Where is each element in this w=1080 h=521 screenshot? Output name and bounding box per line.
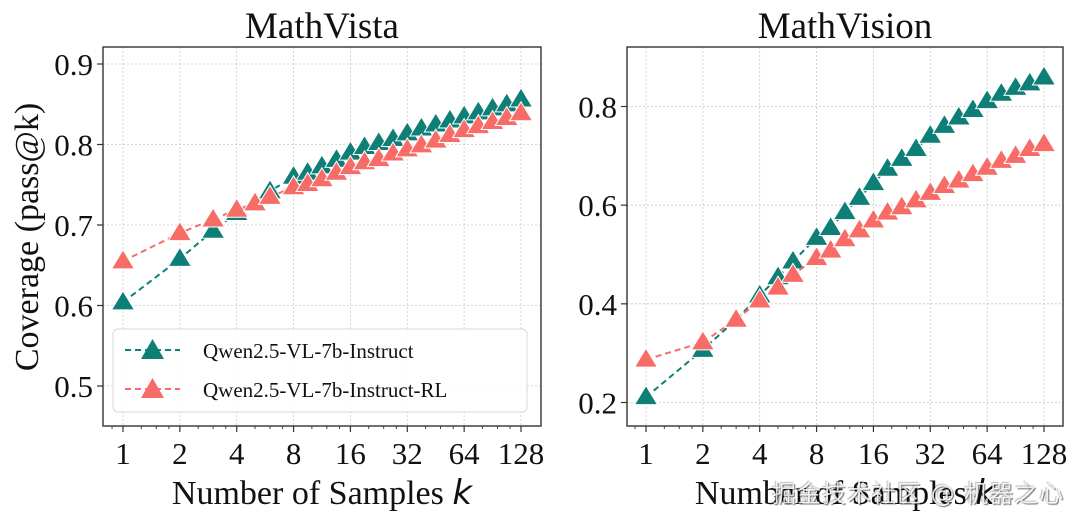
- mathvision-y-tick-label: 0.6: [578, 188, 617, 223]
- mathvision-data-point: [861, 170, 886, 192]
- mathvista-data-point: [200, 218, 226, 239]
- mathvision-x-tick-label: 128: [1021, 436, 1068, 471]
- mathvision-title: MathVision: [758, 6, 933, 47]
- mathvision-data-point: [780, 262, 806, 283]
- mathvision-y-tick-label: 0.4: [578, 287, 617, 322]
- mathvista-data-point: [257, 184, 283, 205]
- mathvision-data-point: [903, 136, 929, 158]
- legend-label-instruct: Qwen2.5-VL-7b-Instruct: [203, 339, 414, 363]
- mathvista-x-tick-label: 2: [172, 436, 188, 471]
- mathvista-y-tick-label: 0.5: [54, 369, 93, 404]
- mathvista-y-tick-label: 0.8: [54, 128, 93, 163]
- mathvision-x-tick-label: 16: [858, 436, 889, 471]
- x-label-var: k: [975, 473, 996, 513]
- mathvision-axes-frame: [626, 46, 1064, 427]
- mathvision-x-tick-label: 32: [915, 436, 946, 471]
- y-axis-label: Coverage (pass@k): [9, 103, 46, 371]
- mathvista-y-tick-label: 0.7: [54, 208, 93, 243]
- mathvision-x-tick-label: 4: [752, 436, 768, 471]
- mathvista-panel: MathVista 1 2 4 8 16 32 64 128 0.5 0.6 0.7 0.8 0.9 N…: [9, 6, 544, 513]
- watermark: 掘金技术社区 @ 机器之心: [772, 480, 1065, 508]
- mathvista-axes-frame: [102, 46, 542, 427]
- mathvista-y-tick-label: 0.6: [54, 289, 93, 324]
- mathvista-title: MathVista: [245, 6, 399, 47]
- mathvista-x-tick-label: 8: [286, 436, 302, 471]
- mathvista-x-axis-label: Number of Samples k: [172, 473, 473, 513]
- mathvision-y-tick-label: 0.2: [578, 386, 617, 421]
- x-label-var: k: [452, 473, 473, 513]
- mathvista-data-point: [508, 100, 534, 122]
- mathvision-x-axis-label: Number of Samples k: [695, 473, 996, 513]
- mathvision-y-tick-label: 0.8: [578, 90, 617, 125]
- mathvision-x-tick-label: 64: [972, 436, 1004, 471]
- mathvision-series-line: [645, 143, 1045, 361]
- mathvista-data-point: [167, 246, 193, 267]
- mathvision-data-point: [690, 329, 716, 351]
- legend-label-instruct-rl: Qwen2.5-VL-7b-Instruct-RL: [203, 378, 447, 402]
- mathvista-y-tick-label: 0.9: [54, 47, 93, 82]
- mathvista-ticks: 1 2 4 8 16 32 64 128 0.5 0.6 0.7 0.8 0.9: [54, 47, 544, 471]
- mathvista-data-point: [224, 197, 250, 218]
- mathvision-series: [633, 65, 1057, 406]
- mathvision-panel: MathVision 1 2 4 8 16 32 64 128 0.2 0.4 0.6 0.8 Num…: [578, 6, 1067, 513]
- mathvista-x-tick-label: 32: [392, 436, 423, 471]
- mathvision-ticks: 1 2 4 8 16 32 64 128 0.2 0.4 0.6 0.8: [578, 90, 1067, 472]
- mathvista-x-tick-label: 128: [498, 436, 545, 471]
- mathvision-data-point: [818, 215, 844, 236]
- legend: Qwen2.5-VL-7b-Instruct Qwen2.5-VL-7b-Ins…: [112, 328, 528, 413]
- mathvision-x-tick-label: 1: [638, 436, 654, 471]
- mathvision-data-point: [633, 347, 659, 368]
- mathvista-series-instruct-rl: [110, 100, 534, 270]
- mathvista-data-point: [200, 206, 226, 228]
- mathvision-data-point: [1031, 131, 1057, 153]
- mathvision-data-point: [818, 238, 844, 259]
- mathvista-x-tick-label: 16: [335, 436, 366, 471]
- mathvision-data-point: [633, 384, 659, 406]
- mathvista-data-point: [167, 220, 193, 242]
- legend-box: [112, 328, 528, 413]
- legend-item-instruct: Qwen2.5-VL-7b-Instruct: [125, 339, 414, 363]
- mathvista-data-point: [110, 248, 136, 270]
- mathvision-x-tick-label: 2: [695, 436, 711, 471]
- mathvista-series-instruct: [110, 87, 534, 311]
- mathvista-x-tick-label: 64: [449, 436, 481, 471]
- mathvision-data-point: [847, 185, 872, 206]
- mathvista-data-point: [110, 289, 136, 311]
- mathvision-data-point: [1031, 65, 1057, 86]
- mathvision-data-point: [723, 307, 749, 328]
- legend-marker-instruct-triangle-icon: [141, 339, 164, 359]
- mathvista-x-tick-label: 1: [115, 436, 131, 471]
- mathvision-data-point: [765, 275, 791, 296]
- mathvision-grid: [627, 47, 1063, 426]
- mathvista-series: [110, 87, 534, 311]
- mathvista-x-tick-label: 4: [229, 436, 245, 471]
- legend-marker-instruct-rl-triangle-icon: [141, 378, 164, 398]
- x-label-text: Number of Samples: [172, 475, 444, 512]
- mathvision-data-point: [747, 288, 773, 309]
- mathvision-data-point: [832, 199, 858, 221]
- mathvision-x-tick-label: 8: [809, 436, 825, 471]
- legend-item-instruct-rl: Qwen2.5-VL-7b-Instruct-RL: [125, 378, 447, 402]
- x-label-text: Number of Samples: [695, 475, 967, 512]
- mathvision-series-instruct-rl: [633, 131, 1057, 368]
